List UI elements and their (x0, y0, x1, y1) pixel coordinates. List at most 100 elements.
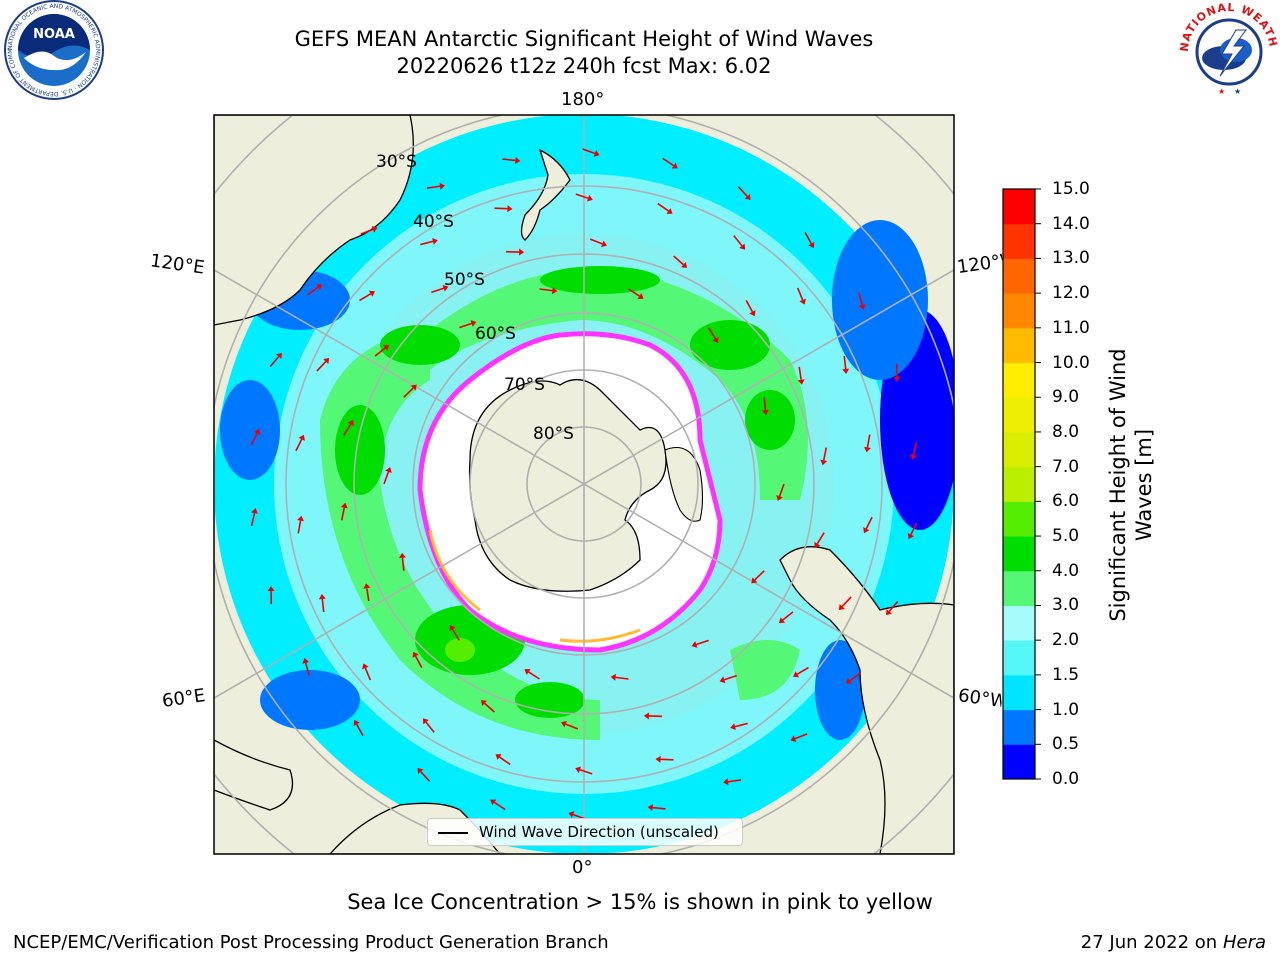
wave-arrow-shaft (321, 598, 325, 612)
wave-arrow-head (886, 609, 892, 616)
wave-arrow-head (371, 226, 378, 233)
wave-arrow-shaft (528, 671, 540, 680)
colorbar-tick-label: 13.0 (1052, 248, 1090, 269)
wave-arrow-shaft (420, 771, 431, 782)
wave-arrow-head (254, 428, 261, 435)
legend-line-swatch (438, 832, 468, 834)
wave-arrow-shaft (796, 287, 804, 301)
wave-arrow-head (318, 594, 326, 600)
antarctic-peninsula (664, 446, 704, 522)
wave-arrow-shaft (888, 600, 899, 612)
colorbar-bin (1003, 640, 1035, 676)
colorbar-tick-label: 1.5 (1052, 664, 1080, 685)
wave-arrow-head (864, 446, 871, 453)
wave-arrow-shaft (798, 366, 802, 380)
colorbar-bin (1003, 570, 1035, 606)
wave-arrow-head (820, 459, 828, 466)
south-america (779, 546, 954, 854)
wave-arrow-head (744, 193, 751, 201)
wave-arrow-head (842, 368, 850, 374)
wave-arrow-head (647, 804, 653, 812)
wave-arrow-head (399, 552, 407, 559)
wave-arrow-shaft (582, 148, 596, 155)
wave-arrow-shaft (796, 666, 809, 675)
wave-arrow-shaft (912, 442, 918, 456)
wave-arrow-shaft (250, 512, 256, 526)
wave-arrow-head (575, 766, 582, 774)
antarctica (468, 378, 667, 592)
colorbar-bin (1003, 466, 1035, 502)
new-zealand (520, 148, 571, 241)
wave-arrow-shaft (662, 157, 675, 167)
wave-arrow-shaft (340, 507, 346, 521)
date-stamp: 27 Jun 2022 on Hera (1081, 932, 1266, 953)
wave-arrow-shaft (778, 483, 785, 497)
colorbar-tick-label: 5.0 (1052, 526, 1080, 547)
wave-arrow-head (347, 419, 354, 427)
wave-arrow-head (385, 467, 392, 473)
lon-label-180: 180° (561, 89, 605, 110)
wave-arrow-shaft (451, 628, 460, 641)
lat-label-40s: 40°S (413, 212, 454, 232)
wave-arrow-head (610, 673, 617, 681)
wave-arrow-shaft (297, 520, 302, 534)
wave-arrow-head (480, 700, 487, 707)
wave-arrow-shaft (366, 588, 370, 602)
colorbar-tick-label: 12.0 (1052, 283, 1090, 304)
wave-arrow-head (751, 577, 758, 584)
wave-arrow-shaft (910, 522, 918, 535)
wave-arrow-head (858, 304, 866, 310)
map-legend: Wind Wave Direction (unscaled) (427, 818, 743, 846)
wave-arrow-shaft (403, 387, 414, 398)
wave-arrow-head (671, 162, 678, 169)
wave-arrow-shaft (724, 674, 737, 681)
colorbar-bin (1003, 189, 1035, 225)
colorbar-tick-label: 0.5 (1052, 734, 1080, 755)
colorbar-bin (1003, 501, 1035, 537)
wave-arrow-head (778, 617, 785, 624)
machine-name: Hera (1222, 932, 1266, 953)
wave-arrow-head (601, 240, 607, 248)
colorbar-tick-label: 1.0 (1052, 699, 1080, 720)
wind-wave-arrows (250, 148, 918, 820)
wave-arrow-head (643, 712, 650, 720)
wave-arrow-head (251, 508, 258, 514)
wave-arrow-shaft (782, 611, 794, 621)
wave-arrow-shaft (841, 596, 852, 607)
wave-arrow-shaft (401, 557, 405, 571)
wave-arrow-shaft (858, 292, 864, 306)
wave-arrow-head (439, 182, 445, 190)
wave-arrow-head (797, 379, 805, 385)
wave-arrow-shaft (708, 327, 717, 340)
colorbar-tick-label: 6.0 (1052, 491, 1080, 512)
colorbar-tick-label: 7.0 (1052, 456, 1080, 477)
wave-arrow-head (799, 298, 806, 305)
lat-label-50s: 50°S (444, 270, 485, 290)
wave-arrow-shaft (565, 723, 579, 730)
wave-arrow-head (442, 284, 449, 292)
wave-arrow-head (449, 624, 456, 632)
wave-arrow-shaft (673, 255, 684, 266)
colorbar-tick-label: 2.0 (1052, 630, 1080, 651)
wave-arrow-head (681, 261, 688, 268)
wave-arrow-head (586, 194, 593, 202)
wave-arrow-head (568, 811, 575, 818)
chart-subtitle: 20220626 t12z 240h fcst Max: 6.02 (396, 54, 772, 78)
wave-arrow-shaft (822, 447, 828, 461)
wave-arrow-head (593, 150, 600, 157)
graticule (214, 115, 954, 854)
wave-arrow-shaft (343, 423, 352, 436)
wave-arrow-shaft (794, 733, 808, 740)
wave-arrow-head (808, 242, 815, 249)
wave-arrow-head (719, 676, 726, 684)
wave-arrow-shaft (374, 347, 386, 357)
wave-arrow-head (267, 586, 275, 592)
colorbar-bin (1003, 431, 1035, 468)
lat-label-70s: 70°S (504, 375, 545, 395)
colorbar-tick-label: 4.0 (1052, 560, 1080, 581)
wave-arrow-head (792, 671, 800, 678)
wave-arrow-shaft (414, 655, 423, 668)
colorbar-bin (1003, 709, 1035, 745)
wave-arrow-shaft (493, 801, 506, 811)
wave-arrow-head (323, 357, 330, 364)
